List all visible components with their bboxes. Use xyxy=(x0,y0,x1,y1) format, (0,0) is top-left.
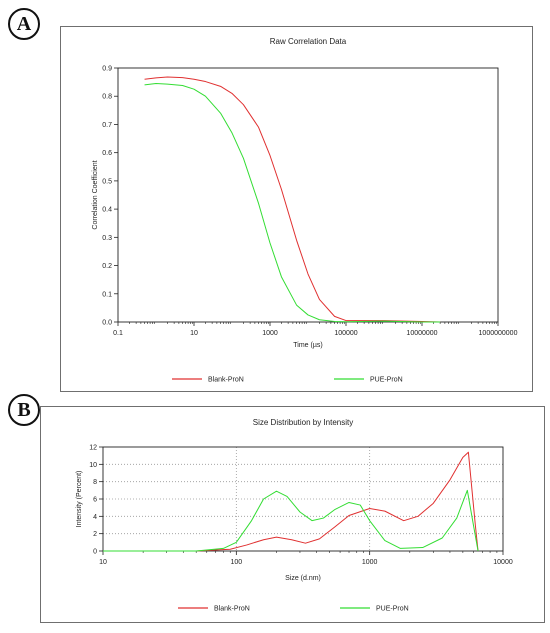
y-tick-label: 0.1 xyxy=(102,291,112,298)
x-tick-label: 100 xyxy=(230,559,242,566)
y-tick-label: 2 xyxy=(93,531,97,538)
series-line-pue-pron xyxy=(144,83,441,323)
x-tick-label: 10 xyxy=(99,559,107,566)
y-tick-label: 8 xyxy=(93,479,97,486)
y-tick-label: 12 xyxy=(89,445,97,452)
x-tick-label: 1000 xyxy=(362,559,378,566)
y-tick-label: 0.6 xyxy=(102,150,112,157)
y-tick-label: 0.0 xyxy=(102,320,112,327)
y-tick-label: 0.3 xyxy=(102,235,112,242)
chart-b-frame xyxy=(40,406,545,623)
series-line-blank-pron xyxy=(144,76,441,323)
y-tick-label: 0.2 xyxy=(102,263,112,270)
y-tick-label: 10 xyxy=(89,462,97,469)
x-axis-label: Time (µs) xyxy=(293,342,322,349)
y-tick-label: 0.4 xyxy=(102,207,112,214)
y-axis-label: Correlation Coefficient xyxy=(92,160,99,229)
x-tick-label: 10 xyxy=(190,330,198,337)
y-tick-label: 0.9 xyxy=(102,66,112,73)
legend-label-blank-pron: Blank-ProN xyxy=(214,606,250,613)
y-tick-label: 0.7 xyxy=(102,122,112,129)
x-tick-label: 100000 xyxy=(334,330,357,337)
x-tick-label: 10000 xyxy=(493,559,513,566)
legend-label-pue-pron: PUE-ProN xyxy=(370,377,403,384)
legend-label-blank-pron: Blank-ProN xyxy=(208,377,244,384)
x-tick-label: 0.1 xyxy=(113,330,123,337)
y-tick-label: 0.8 xyxy=(102,94,112,101)
x-tick-label: 10000000 xyxy=(406,330,437,337)
panel-a-label: A xyxy=(8,8,40,40)
chart-title: Size Distribution by Intensity xyxy=(253,418,354,427)
x-tick-label: 1000000000 xyxy=(479,330,518,337)
x-tick-label: 1000 xyxy=(262,330,278,337)
series-line-blank-pron xyxy=(103,451,479,552)
chart-a: Raw Correlation Data 0.1 10 1000 100000 10000… xyxy=(92,37,518,384)
y-tick-label: 0 xyxy=(93,549,97,556)
y-tick-label: 6 xyxy=(93,497,97,504)
legend-label-pue-pron: PUE-ProN xyxy=(376,606,409,613)
plot-area-border xyxy=(117,67,499,323)
y-tick-label: 4 xyxy=(93,514,97,521)
chart-title: Raw Correlation Data xyxy=(270,37,347,46)
y-tick-label: 0.5 xyxy=(102,178,112,185)
chart-a-frame xyxy=(60,26,533,392)
series-line-pue-pron xyxy=(103,489,479,552)
panel-b-label: B xyxy=(8,394,40,426)
x-axis-label: Size (d.nm) xyxy=(285,575,321,582)
y-axis-label: Intensity (Percent) xyxy=(76,471,83,528)
